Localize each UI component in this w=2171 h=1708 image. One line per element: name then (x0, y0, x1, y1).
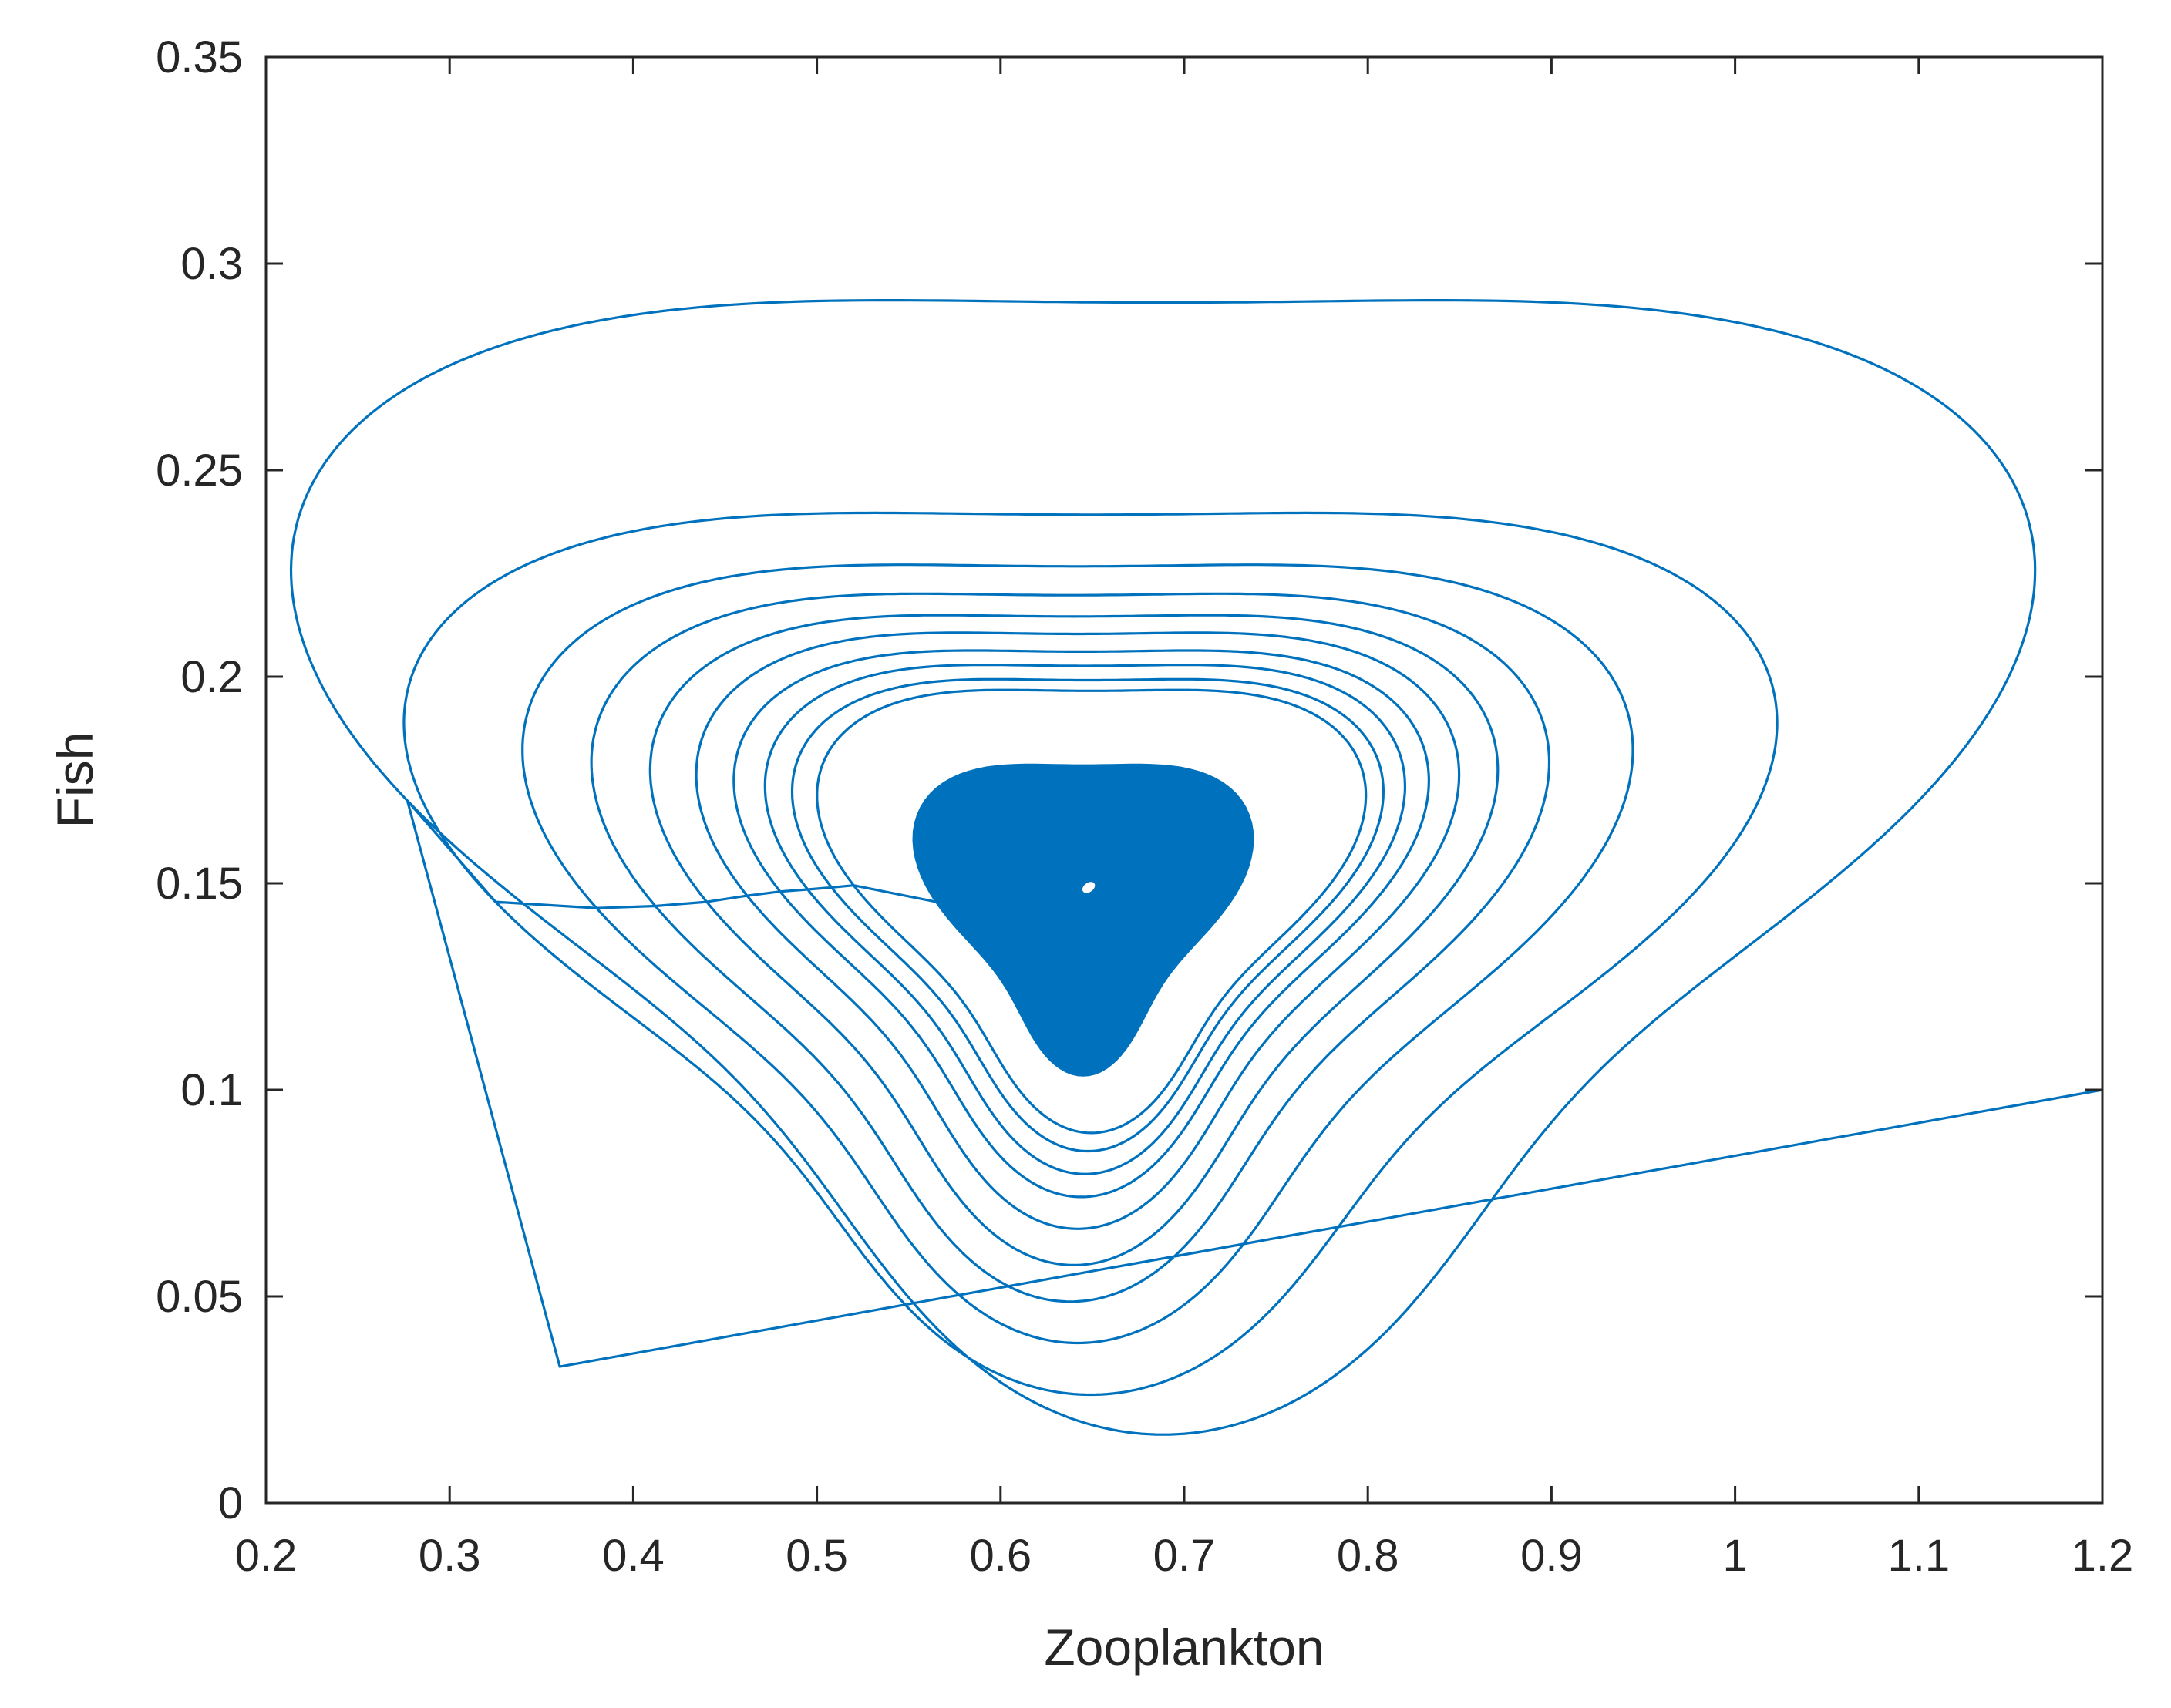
y-tick-label: 0.05 (156, 1272, 243, 1322)
y-tick-label: 0.2 (180, 652, 243, 702)
y-tick-label: 0.25 (156, 445, 243, 496)
y-axis: 0 0.05 0.1 0.15 0.2 0.25 0.3 0.35 (156, 32, 2102, 1528)
y-axis-title: Fish (46, 732, 103, 829)
y-tick-label: 0.3 (180, 239, 243, 289)
x-tick-label: 0.9 (1520, 1531, 1583, 1581)
x-tick-label: 0.2 (235, 1531, 298, 1581)
y-tick-label: 0 (218, 1478, 243, 1528)
x-tick-label: 0.8 (1337, 1531, 1399, 1581)
x-tick-label: 1 (1722, 1531, 1747, 1581)
plot-area (289, 299, 2103, 1436)
x-axis: 0.2 0.3 0.4 0.5 0.6 0.7 0.8 0.9 1 1.1 1.2 (235, 57, 2134, 1581)
x-tick-label: 0.4 (602, 1531, 665, 1581)
x-tick-label: 0.7 (1153, 1531, 1216, 1581)
equilibrium-point (1082, 882, 1096, 893)
x-tick-label: 0.5 (786, 1531, 848, 1581)
x-axis-title: Zooplankton (1044, 1619, 1324, 1676)
x-tick-label: 1.2 (2072, 1531, 2134, 1581)
y-tick-label: 0.15 (156, 859, 243, 909)
y-tick-label: 0.1 (180, 1065, 243, 1115)
y-tick-label: 0.35 (156, 32, 243, 82)
trajectory-series (289, 299, 2103, 1436)
x-tick-label: 1.1 (1887, 1531, 1950, 1581)
trajectory-line (289, 299, 2103, 1436)
x-tick-label: 0.3 (419, 1531, 481, 1581)
x-tick-label: 0.6 (969, 1531, 1032, 1581)
